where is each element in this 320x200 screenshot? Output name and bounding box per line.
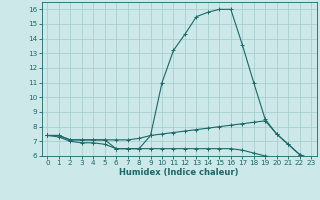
X-axis label: Humidex (Indice chaleur): Humidex (Indice chaleur) (119, 168, 239, 177)
